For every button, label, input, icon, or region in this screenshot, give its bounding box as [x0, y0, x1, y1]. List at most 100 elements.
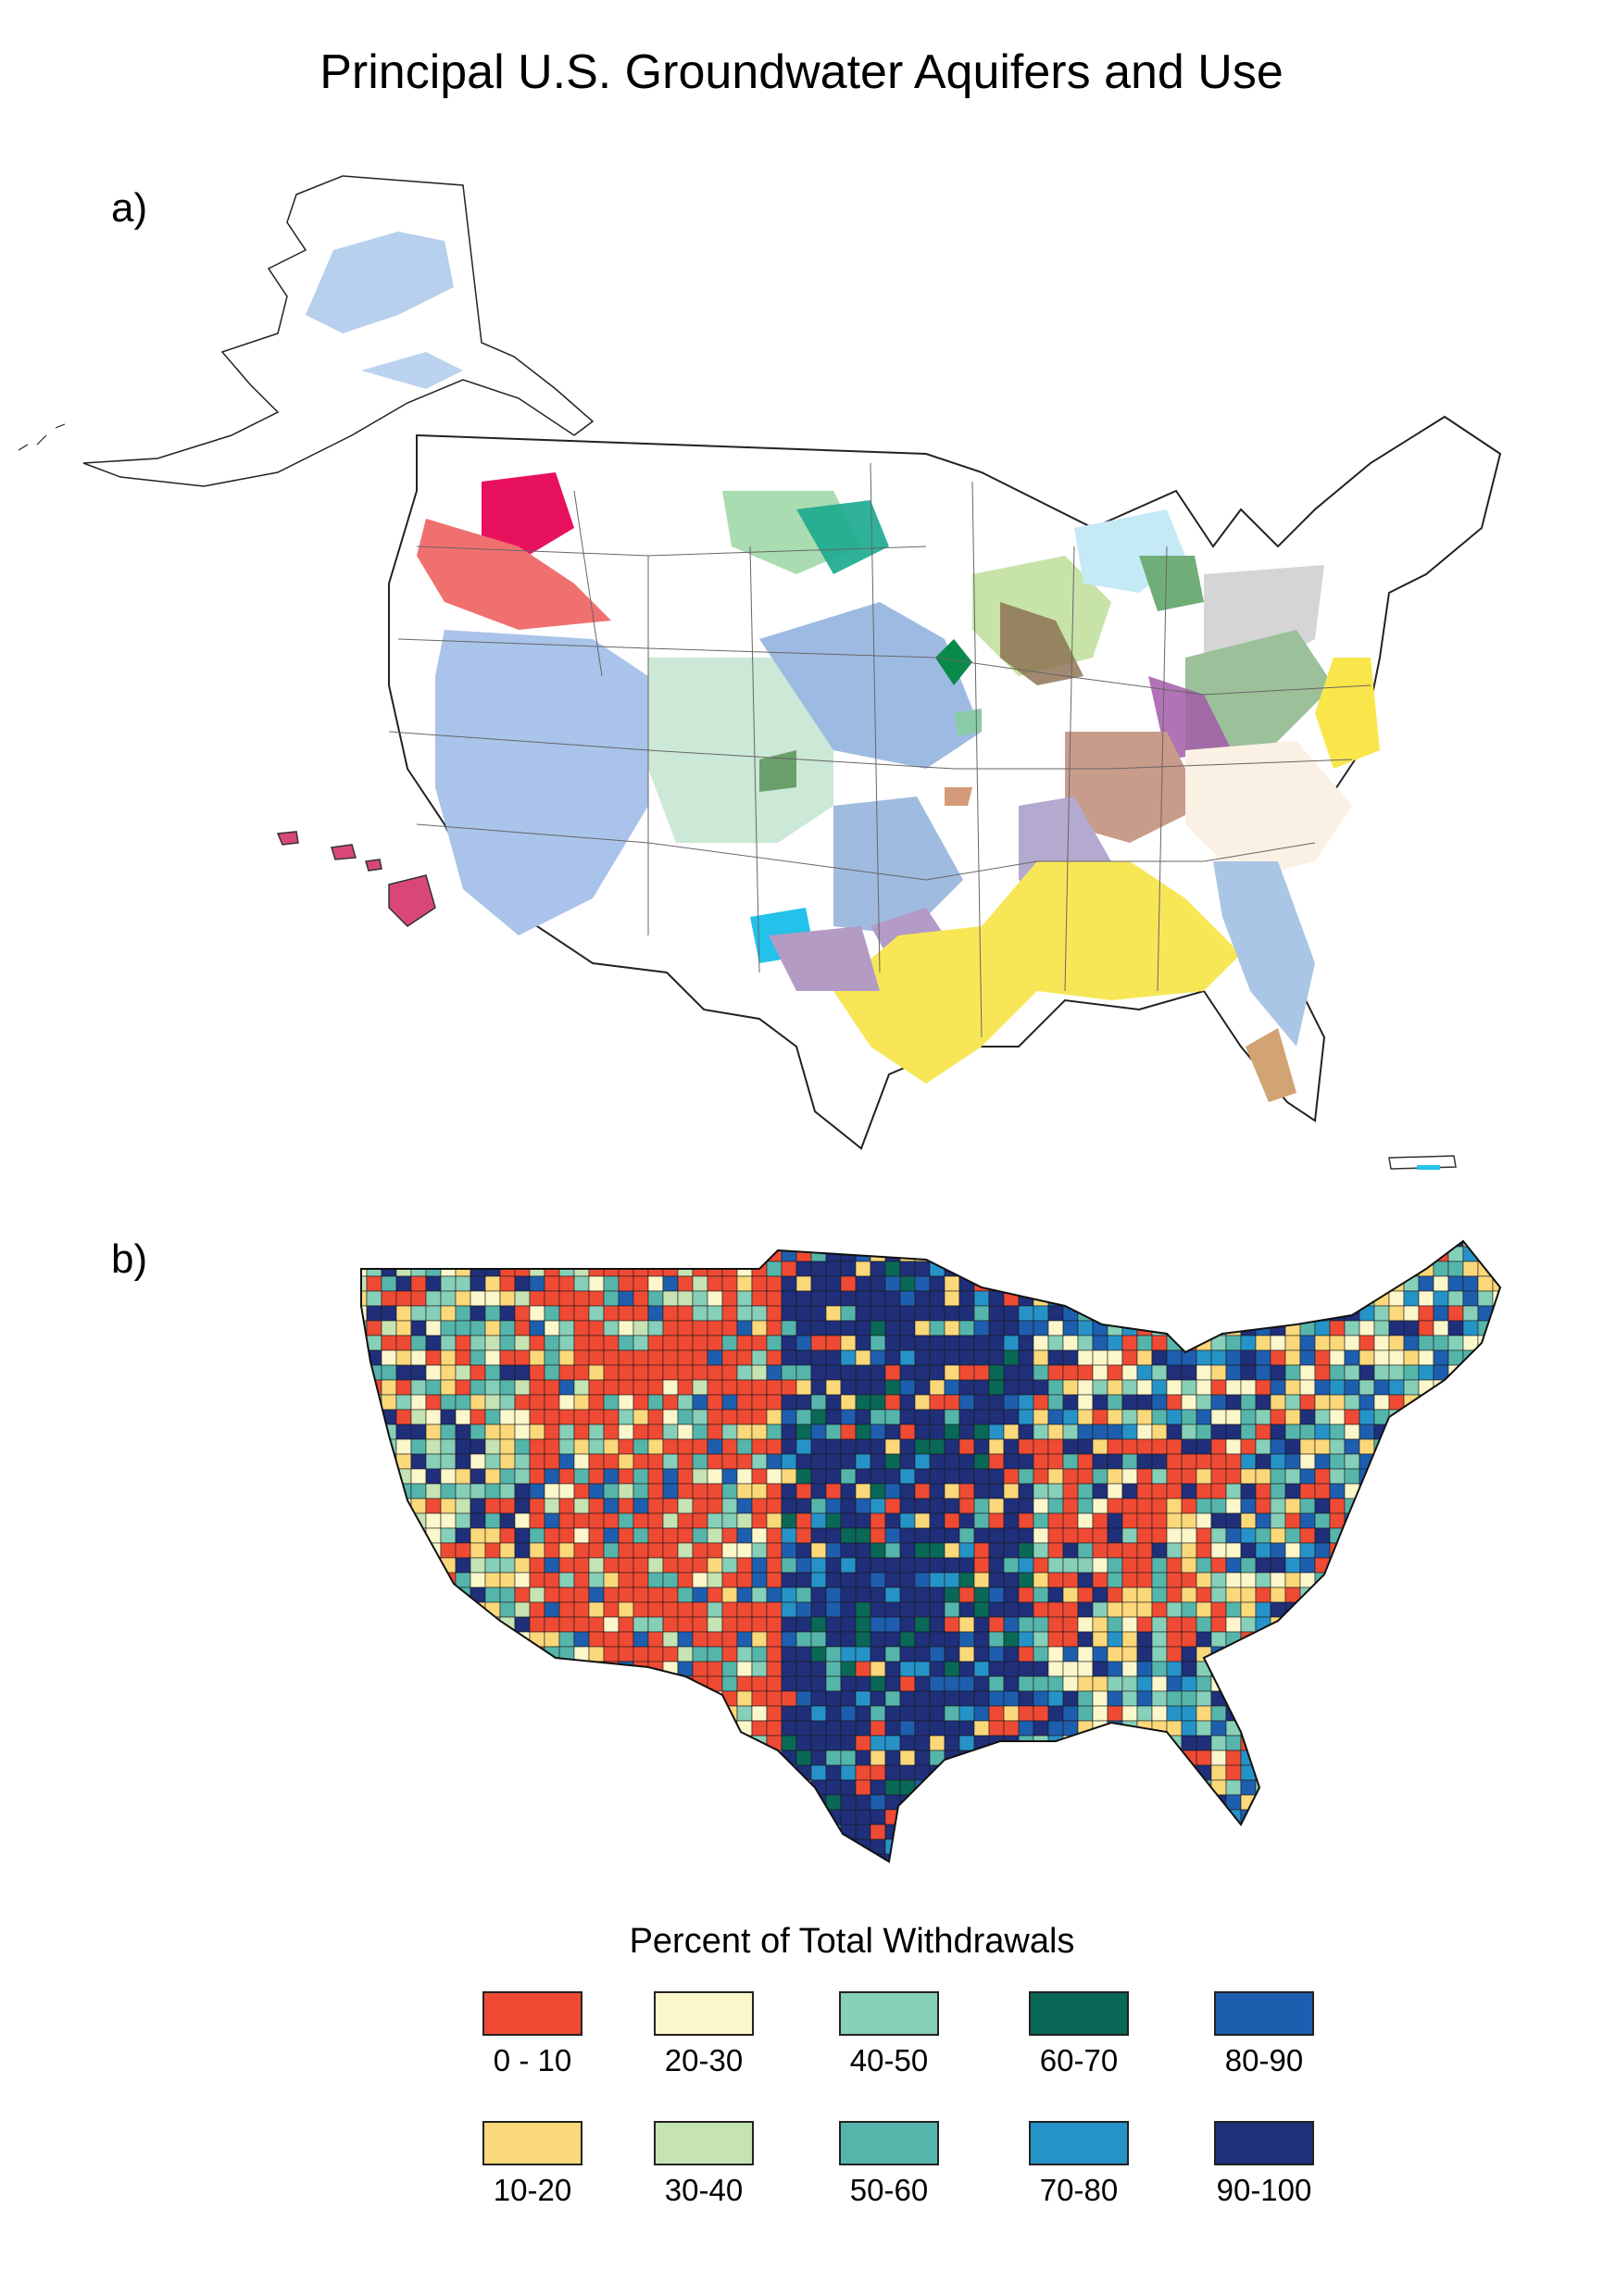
county-cell: [1166, 1409, 1183, 1425]
county-cell: [1240, 1527, 1257, 1544]
county-cell: [529, 1512, 545, 1529]
county-cell: [1492, 1394, 1500, 1411]
county-cell: [1092, 1675, 1108, 1692]
county-cell: [1433, 1720, 1449, 1737]
county-cell: [1210, 1838, 1227, 1855]
county-cell: [1107, 1379, 1123, 1396]
county-cell: [588, 1764, 605, 1781]
county-cell: [1314, 1690, 1331, 1707]
county-cell: [529, 1661, 545, 1677]
county-cell: [1508, 1499, 1522, 1513]
county-cell: [632, 1394, 649, 1411]
county-cell: [677, 1246, 694, 1262]
county-cell: [1447, 1424, 1464, 1440]
county-cell: [721, 1438, 738, 1455]
county-cell: [440, 1750, 457, 1766]
county-cell: [1299, 1557, 1316, 1574]
county-cell: [1225, 1587, 1242, 1603]
county-cell: [361, 1587, 368, 1603]
county-cell: [647, 1809, 664, 1826]
county-cell: [514, 1394, 531, 1411]
county-cell: [825, 1335, 842, 1351]
county-cell: [870, 1557, 886, 1574]
county-cell: [440, 1809, 457, 1826]
county-cell: [425, 1453, 442, 1470]
county-cell: [1166, 1542, 1183, 1559]
county-cell: [884, 1572, 901, 1588]
county-cell: [573, 1335, 590, 1351]
county-cell: [603, 1587, 620, 1603]
county-cell: [1255, 1512, 1271, 1529]
county-cell: [1092, 1794, 1108, 1811]
county-cell: [766, 1512, 783, 1529]
county-cell: [840, 1409, 857, 1425]
county-cell: [1508, 1291, 1522, 1306]
county-cell: [1314, 1261, 1331, 1277]
county-cell: [825, 1661, 842, 1677]
county-cell: [1329, 1853, 1346, 1862]
county-cell: [1107, 1527, 1123, 1544]
county-cell: [603, 1824, 620, 1840]
county-cell: [1329, 1483, 1346, 1499]
county-cell: [944, 1409, 960, 1425]
county-cell: [944, 1838, 960, 1855]
county-cell: [499, 1453, 516, 1470]
county-cell: [1344, 1809, 1360, 1826]
county-cell: [855, 1572, 871, 1588]
county-cell: [499, 1572, 516, 1588]
county-cell: [988, 1631, 1005, 1648]
county-cell: [751, 1853, 768, 1862]
county-cell: [662, 1512, 679, 1529]
county-cell: [425, 1483, 442, 1499]
county-cell: [899, 1572, 916, 1588]
county-cell: [455, 1246, 471, 1262]
county-cell: [1270, 1335, 1286, 1351]
county-cell: [1196, 1616, 1212, 1633]
county-cell: [721, 1364, 738, 1381]
county-cell: [810, 1720, 827, 1737]
county-cell: [899, 1290, 916, 1307]
county-cell: [1508, 1350, 1522, 1365]
county-cell: [1136, 1853, 1153, 1862]
county-cell: [544, 1290, 560, 1307]
county-cell: [884, 1424, 901, 1440]
county-cell: [825, 1483, 842, 1499]
county-cell: [1255, 1690, 1271, 1707]
county-cell: [470, 1616, 486, 1633]
county-cell: [1225, 1646, 1242, 1662]
county-cell: [1136, 1764, 1153, 1781]
county-cell: [870, 1453, 886, 1470]
county-cell: [1314, 1483, 1331, 1499]
county-cell: [810, 1587, 827, 1603]
county-cell: [958, 1572, 975, 1588]
county-cell: [988, 1498, 1005, 1514]
county-cell: [603, 1616, 620, 1633]
county-cell: [884, 1275, 901, 1292]
county-cell: [1492, 1601, 1500, 1618]
county-cell: [1107, 1853, 1123, 1862]
legend-swatch: [839, 2121, 939, 2165]
county-cell: [781, 1779, 797, 1796]
county-cell: [958, 1764, 975, 1781]
county-cell: [1462, 1675, 1479, 1692]
county-cell: [1121, 1409, 1138, 1425]
county-cell: [1047, 1498, 1064, 1514]
county-cell: [870, 1320, 886, 1336]
county-cell: [988, 1690, 1005, 1707]
county-cell: [1062, 1675, 1079, 1692]
county-cell: [721, 1809, 738, 1826]
county-cell: [499, 1364, 516, 1381]
county-cell: [1508, 1484, 1522, 1499]
county-cell: [514, 1794, 531, 1811]
county-cell: [603, 1720, 620, 1737]
county-cell: [455, 1364, 471, 1381]
county-cell: [618, 1809, 634, 1826]
county-cell: [1477, 1468, 1494, 1485]
county-cell: [1388, 1557, 1405, 1574]
county-cell: [1508, 1247, 1522, 1261]
county-cell: [455, 1616, 471, 1633]
county-cell: [1092, 1246, 1108, 1262]
county-cell: [958, 1512, 975, 1529]
county-cell: [647, 1853, 664, 1862]
county-cell: [692, 1290, 708, 1307]
